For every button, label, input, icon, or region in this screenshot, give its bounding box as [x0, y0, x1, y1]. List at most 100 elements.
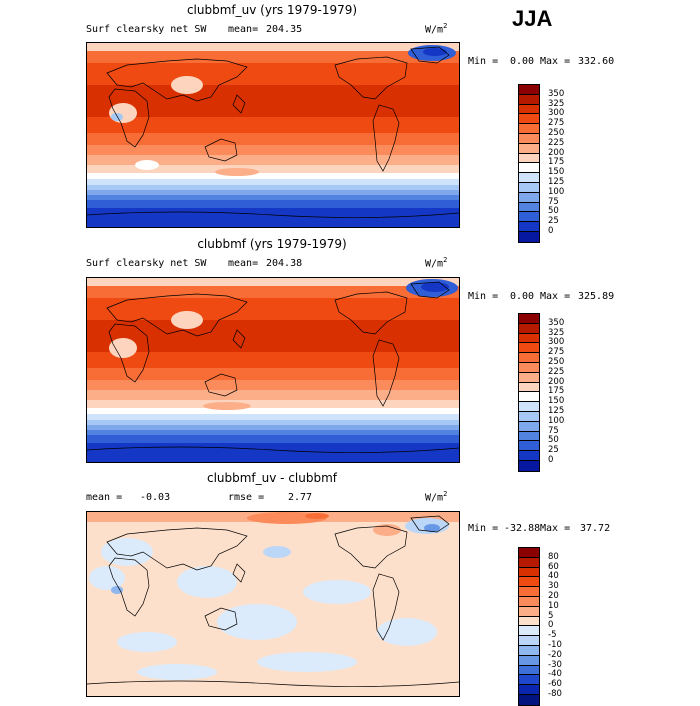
colorbar-tick-label: -60 — [548, 679, 562, 690]
colorbar-tick-label: 125 — [548, 406, 565, 416]
panel-1-min-value: 0.00 — [510, 56, 535, 67]
colorbar-swatch — [519, 314, 539, 324]
colorbar-swatch — [519, 372, 539, 383]
colorbar-tick-label: 50 — [548, 435, 559, 446]
colorbar-swatch — [519, 626, 539, 637]
colorbar-tick-label: 50 — [548, 206, 559, 217]
colorbar-tick-label: 0 — [548, 226, 554, 236]
panel-3-units: W/m2 — [425, 490, 448, 504]
colorbar-tick-label: 275 — [548, 347, 565, 358]
colorbar-swatch — [519, 173, 539, 183]
colorbar-tick-label: 250 — [548, 357, 565, 367]
colorbar-swatch — [519, 143, 539, 154]
panel-2-units: W/m2 — [425, 256, 448, 270]
colorbar-swatch — [519, 402, 539, 412]
colorbar-tick-label: 80 — [548, 551, 559, 562]
colorbar-swatch — [519, 94, 539, 105]
colorbar-tick-label: -5 — [548, 630, 557, 641]
colorbar-tick-label: 40 — [548, 571, 559, 582]
colorbar-swatch — [519, 182, 539, 193]
colorbar-tick-label: 150 — [548, 396, 565, 407]
colorbar-swatch — [519, 133, 539, 144]
panel-2-map — [86, 277, 460, 463]
colorbar-tick-label: 100 — [548, 415, 565, 426]
colorbar-swatch — [519, 323, 539, 334]
colorbar-tick-label: 225 — [548, 366, 565, 377]
panel-3-rmse-label: rmse = — [228, 492, 265, 503]
colorbar-tick-label: 125 — [548, 177, 565, 187]
colorbar-swatch — [519, 645, 539, 656]
colorbar-swatch — [519, 333, 539, 344]
colorbar-tick-label: 75 — [548, 425, 559, 436]
panel-3-min-value: -32.88 — [504, 523, 541, 534]
colorbar-swatch — [519, 636, 539, 646]
colorbar-tick-label: 225 — [548, 137, 565, 148]
colorbar-swatch — [519, 392, 539, 403]
colorbar-tick-label: 325 — [548, 327, 565, 338]
colorbar-swatch — [519, 343, 539, 354]
colorbar-swatch — [519, 567, 539, 578]
colorbar-tick-label: 10 — [548, 600, 559, 611]
colorbar-swatch — [519, 606, 539, 617]
colorbar-tick-label: 350 — [548, 88, 565, 99]
colorbar-tick-label: 350 — [548, 317, 565, 328]
colorbar-tick-label: 30 — [548, 581, 559, 592]
panel-3-rmse-value: 2.77 — [288, 492, 313, 503]
colorbar-swatch — [519, 382, 539, 393]
panel-3-title: clubbmf_uv - clubbmf — [206, 471, 338, 485]
colorbar-swatch — [519, 202, 539, 213]
panel-1-units: W/m2 — [425, 22, 448, 36]
colorbar-swatch — [519, 548, 539, 558]
colorbar-tick-label: 5 — [548, 610, 554, 621]
panel-1-max-label: Max = — [540, 56, 571, 67]
colorbar-tick-label: -80 — [548, 689, 562, 699]
colorbar-swatch — [519, 655, 539, 666]
colorbar-swatch — [519, 421, 539, 432]
panel-2-min-label: Min = — [468, 291, 499, 302]
colorbar-tick-label: 325 — [548, 98, 565, 109]
panel-3-max-value: 37.72 — [580, 523, 611, 534]
colorbar-tick-label: 175 — [548, 157, 565, 168]
colorbar-tick-label: 0 — [548, 455, 554, 465]
colorbar-swatch — [519, 665, 539, 676]
colorbar-swatch — [519, 124, 539, 134]
colorbar-tick-label: 25 — [548, 445, 559, 456]
panel-1-map — [86, 42, 460, 228]
colorbar-tick-label: 100 — [548, 186, 565, 197]
panel-2-max-value: 325.89 — [578, 291, 615, 302]
colorbar-swatch — [519, 616, 539, 627]
panel-1-min-label: Min = — [468, 56, 499, 67]
colorbar-swatch — [519, 431, 539, 442]
colorbar-tick-label: 60 — [548, 561, 559, 572]
panel-1-max-value: 332.60 — [578, 56, 615, 67]
colorbar-swatch — [519, 231, 539, 242]
colorbar-swatch — [519, 587, 539, 597]
panel-2-mean-label: mean= — [228, 258, 259, 269]
panel-2-colorbar — [518, 313, 540, 472]
colorbar-tick-label: 20 — [548, 591, 559, 601]
panel-1-title: clubbmf_uv (yrs 1979-1979) — [186, 3, 358, 17]
colorbar-tick-label: 0 — [548, 620, 554, 631]
colorbar-swatch — [519, 596, 539, 607]
colorbar-tick-label: 175 — [548, 386, 565, 397]
colorbar-tick-label: 300 — [548, 337, 565, 348]
panel-3-mean-label: mean = — [86, 492, 123, 503]
colorbar-swatch — [519, 675, 539, 686]
colorbar-swatch — [519, 411, 539, 422]
panel-2-mean-value: 204.38 — [266, 258, 303, 269]
panel-3-max-label: Max = — [540, 523, 571, 534]
colorbar-swatch — [519, 153, 539, 164]
colorbar-swatch — [519, 212, 539, 223]
panel-2-variable: Surf clearsky net SW — [86, 258, 207, 269]
panel-3-map — [86, 511, 460, 697]
colorbar-swatch — [519, 685, 539, 695]
colorbar-swatch — [519, 163, 539, 174]
panel-3-map-field — [87, 512, 459, 696]
panel-2-map-field — [87, 278, 459, 462]
colorbar-swatch — [519, 104, 539, 115]
colorbar-tick-label: 25 — [548, 216, 559, 227]
colorbar-swatch — [519, 192, 539, 203]
panel-2-min-value: 0.00 — [510, 291, 535, 302]
colorbar-tick-label: 300 — [548, 108, 565, 119]
colorbar-swatch — [519, 353, 539, 363]
